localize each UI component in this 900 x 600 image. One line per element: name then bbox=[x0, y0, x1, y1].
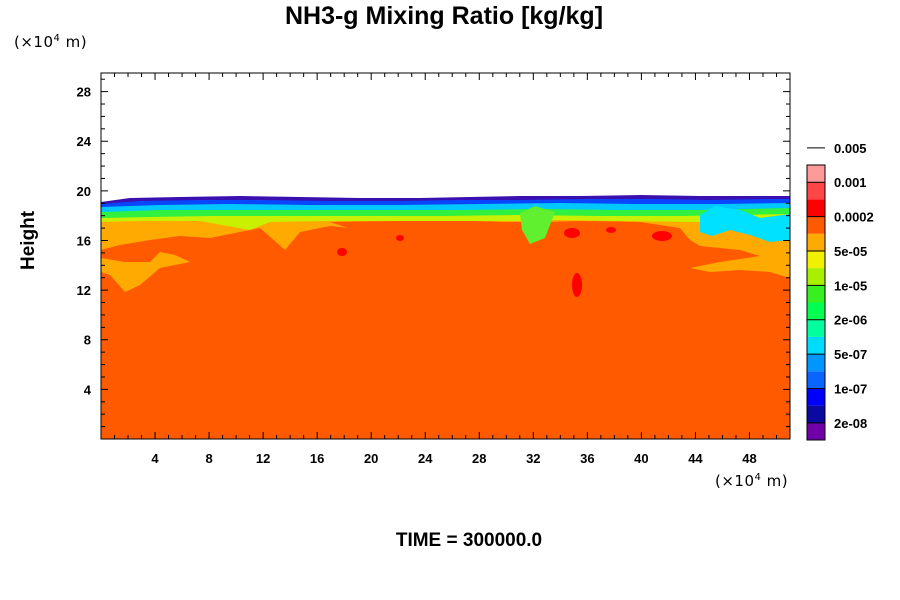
y-tick-label: 4 bbox=[84, 382, 92, 397]
field-right-cap bbox=[700, 206, 790, 242]
colorbar-swatch bbox=[807, 182, 825, 200]
x-tick-label: 8 bbox=[205, 451, 212, 466]
x-tick-label: 40 bbox=[634, 451, 648, 466]
x-tick-label: 12 bbox=[256, 451, 270, 466]
colorbar-label: 5e-05 bbox=[834, 244, 867, 259]
y-tick-label: 20 bbox=[77, 184, 91, 199]
field-notch-1 bbox=[520, 206, 555, 244]
x-tick-label: 4 bbox=[151, 451, 159, 466]
colorbar-swatch bbox=[807, 165, 825, 183]
colorbar-label: 1e-07 bbox=[834, 381, 867, 396]
colorbar-swatch bbox=[807, 250, 825, 269]
time-label: TIME = 300000.0 bbox=[395, 530, 543, 551]
colorbar-swatch bbox=[807, 199, 825, 217]
colorbar-label: 0.001 bbox=[834, 175, 867, 190]
field-red-core-5 bbox=[652, 231, 672, 241]
field-red-core-3 bbox=[564, 228, 580, 238]
colorbar-label: 1e-05 bbox=[834, 278, 867, 293]
colorbar-swatch bbox=[807, 216, 825, 234]
x-unit-label: (×104 m) bbox=[715, 472, 789, 490]
mixing-ratio-field bbox=[101, 73, 790, 439]
x-tick-label: 24 bbox=[418, 451, 433, 466]
colorbar: 2e-08 1e-07 5e-07 2e-06 1e-05 5e-05 0.0002 0.00… bbox=[806, 141, 874, 441]
plot-frame bbox=[100, 72, 791, 440]
x-tick-label: 44 bbox=[688, 451, 703, 466]
y-tick-label: 28 bbox=[77, 85, 91, 100]
y-tick-label: 8 bbox=[84, 333, 91, 348]
field-red-core-6 bbox=[606, 227, 616, 233]
colorbar-swatch bbox=[807, 371, 825, 389]
x-tick-label: 20 bbox=[364, 451, 378, 466]
colorbar-swatch bbox=[807, 388, 825, 406]
colorbar-swatch bbox=[807, 405, 825, 423]
field-red-core-2 bbox=[396, 235, 404, 241]
x-tick-label: 28 bbox=[472, 451, 486, 466]
colorbar-label: 0.0002 bbox=[834, 210, 874, 225]
colorbar-swatch bbox=[807, 285, 825, 303]
chart-title: NH3-g Mixing Ratio [kg/kg] bbox=[284, 2, 604, 30]
x-tick-label: 16 bbox=[310, 451, 324, 466]
colorbar-swatch bbox=[807, 268, 825, 286]
colorbar-label: 0.005 bbox=[834, 141, 867, 156]
y-tick-label: 24 bbox=[77, 134, 92, 149]
colorbar-frame bbox=[806, 164, 826, 441]
x-tick-label: 32 bbox=[526, 451, 540, 466]
colorbar-swatch bbox=[807, 336, 825, 355]
field-red-core-1 bbox=[337, 248, 347, 256]
y-tick-label: 16 bbox=[77, 233, 91, 248]
y-unit-label: (×104 m) bbox=[14, 33, 88, 51]
field-red-core-4 bbox=[572, 273, 582, 297]
colorbar-label: 5e-07 bbox=[834, 347, 867, 362]
colorbar-swatch bbox=[807, 422, 825, 440]
field-left-lobe bbox=[101, 252, 190, 292]
field-right-lobe bbox=[690, 256, 790, 278]
colorbar-swatch bbox=[807, 302, 825, 320]
colorbar-label: 2e-08 bbox=[834, 416, 867, 431]
y-tick-label: 12 bbox=[77, 283, 91, 298]
field-main-mass bbox=[101, 221, 790, 439]
colorbar-swatch bbox=[807, 233, 825, 251]
colorbar-swatch bbox=[807, 319, 825, 337]
x-tick-label: 36 bbox=[580, 451, 594, 466]
colorbar-label: 2e-06 bbox=[834, 313, 867, 328]
x-tick-label: 48 bbox=[742, 451, 756, 466]
colorbar-swatch bbox=[807, 354, 825, 372]
